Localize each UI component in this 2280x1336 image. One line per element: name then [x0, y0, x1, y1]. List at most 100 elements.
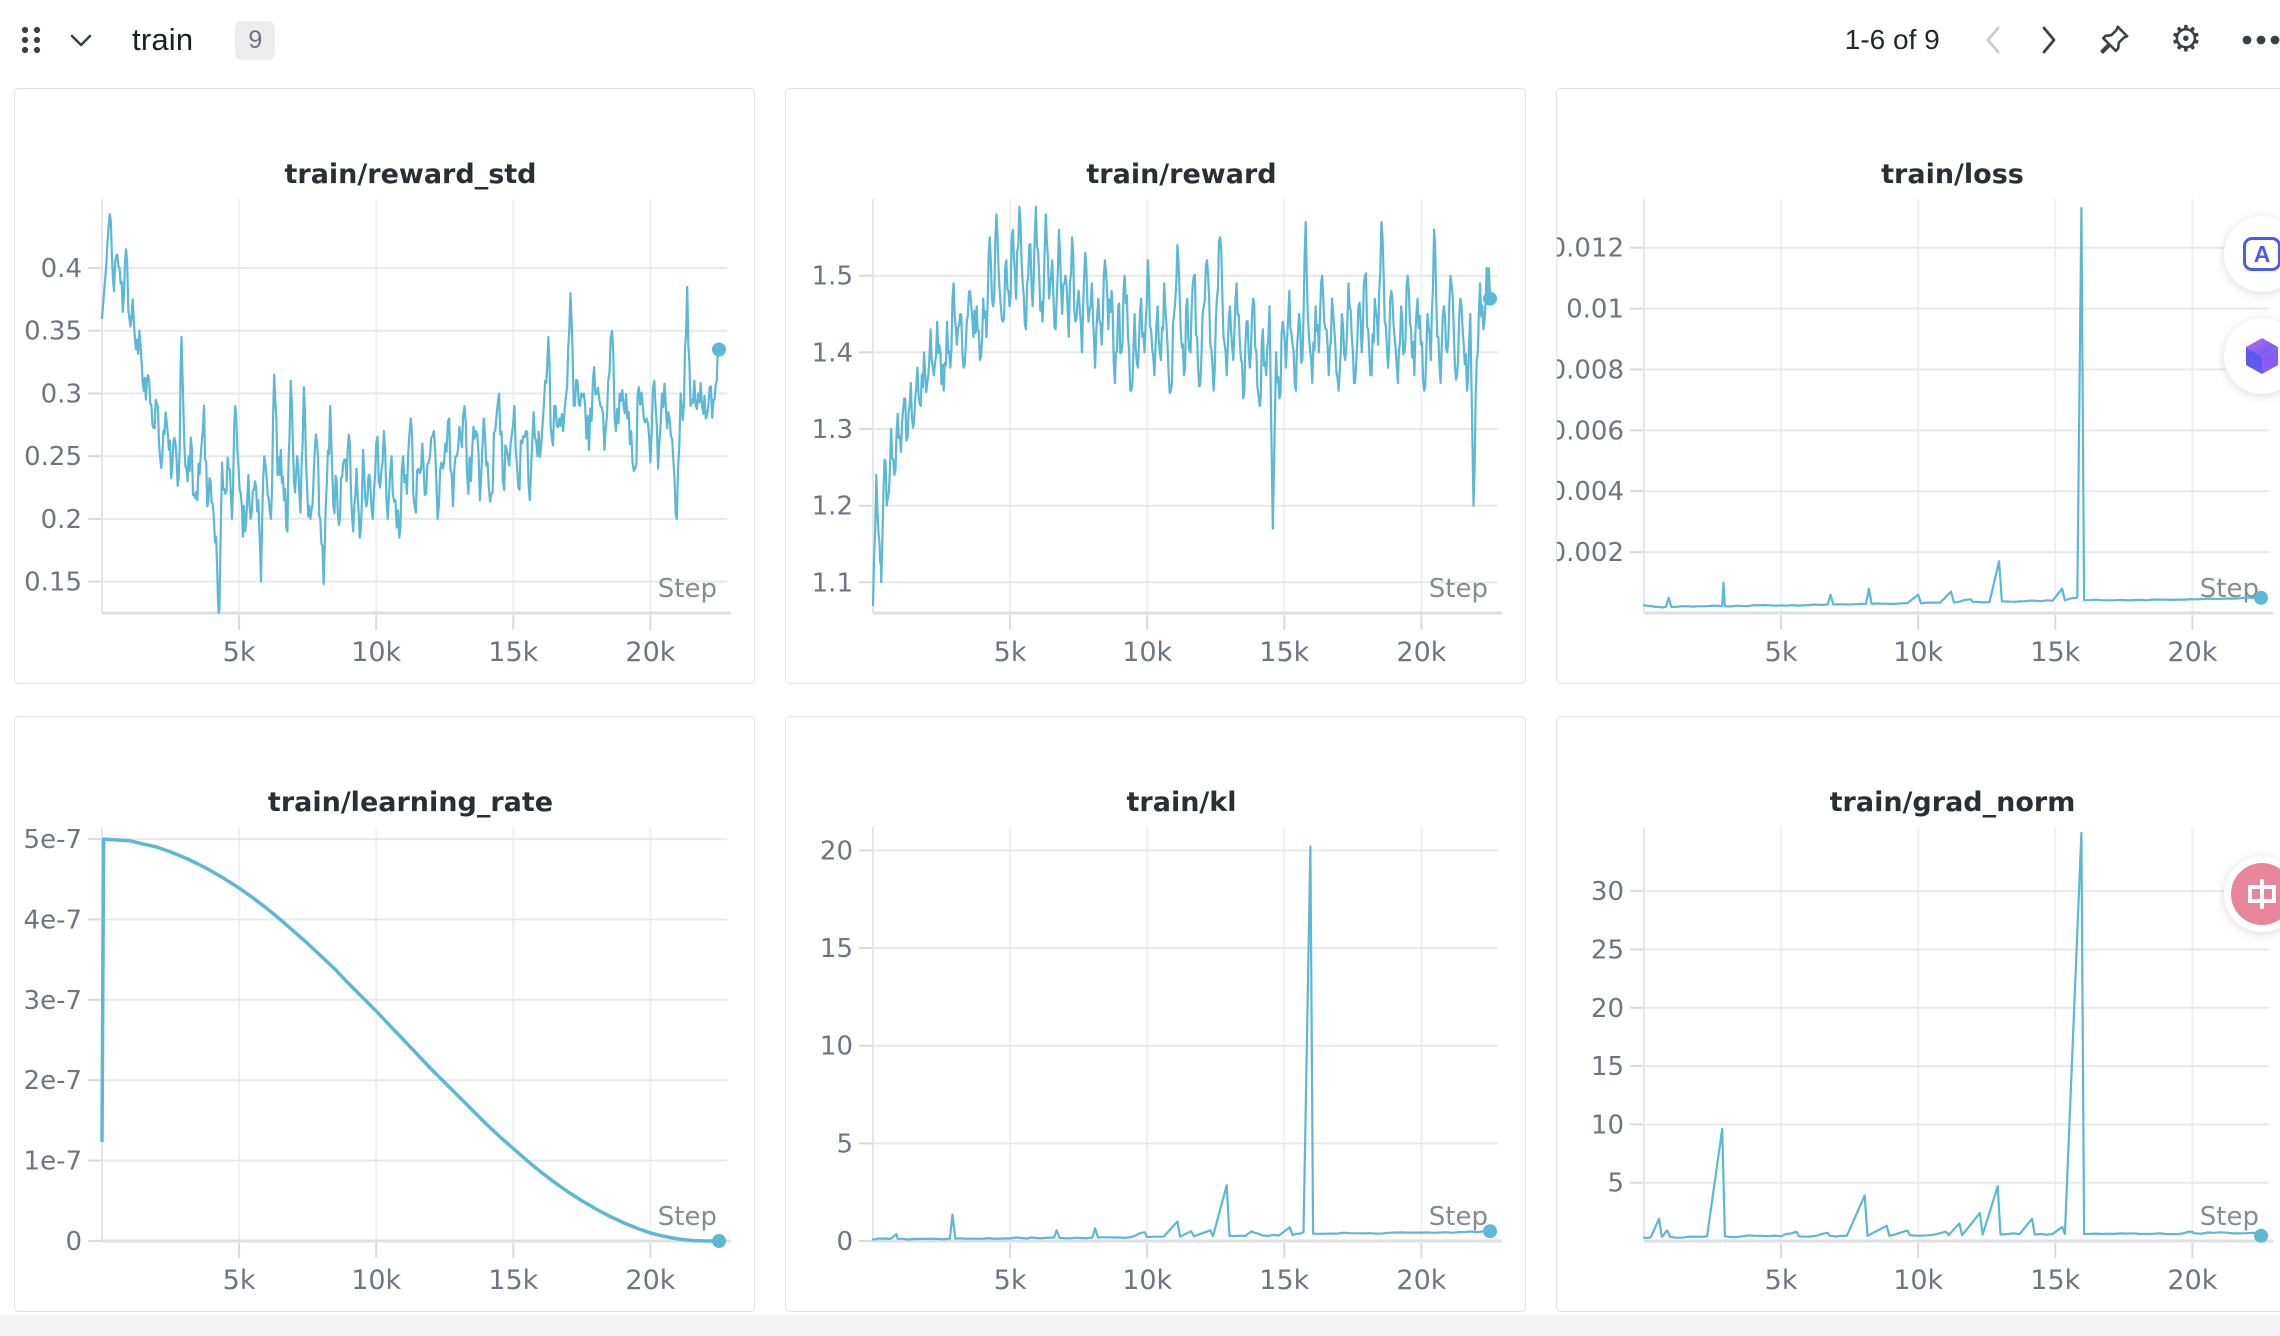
immersive-translate-extension-button[interactable] [2224, 856, 2280, 932]
svg-text:Step: Step [2200, 1202, 2259, 1232]
chart-plot[interactable]: 5k 10k 15k 20k 0 5 10 15 20 Step [786, 717, 1525, 1311]
chart-panel-loss[interactable]: train/loss 5k 10k 15k 20k 0.002 0.004 0.006 0.0… [1556, 88, 2280, 684]
svg-text:20k: 20k [625, 1265, 675, 1296]
svg-text:0: 0 [65, 1227, 82, 1257]
svg-text:0.008: 0.008 [1557, 356, 1624, 386]
svg-text:Step: Step [658, 574, 717, 604]
chart-plot[interactable]: 5k 10k 15k 20k 5 10 15 20 25 30 Step [1557, 717, 2280, 1311]
svg-text:3e-7: 3e-7 [24, 986, 82, 1016]
svg-text:10k: 10k [1122, 1265, 1172, 1296]
svg-text:Step: Step [658, 1202, 717, 1232]
svg-text:1.2: 1.2 [812, 492, 853, 522]
svg-text:25: 25 [1591, 936, 1624, 966]
panel-section-header: train 9 1-6 of 9 ⚙ [0, 0, 2280, 80]
svg-text:20k: 20k [1396, 1265, 1446, 1296]
svg-text:20k: 20k [2167, 1265, 2217, 1296]
chart-title: train/reward_std [284, 159, 537, 190]
svg-text:5e-7: 5e-7 [24, 825, 82, 855]
svg-text:1e-7: 1e-7 [24, 1147, 82, 1177]
prev-page-button[interactable] [1984, 25, 2002, 55]
svg-text:0.35: 0.35 [24, 317, 82, 347]
settings-gear-icon[interactable]: ⚙ [2170, 22, 2202, 58]
chart-title: train/kl [1126, 787, 1237, 818]
svg-text:0.3: 0.3 [41, 380, 82, 410]
svg-text:0.15: 0.15 [24, 568, 82, 598]
svg-text:0.25: 0.25 [24, 442, 82, 472]
chart-plot[interactable]: 5k 10k 15k 20k 0.15 0.2 0.25 0.3 0.35 0.4 Step [15, 89, 754, 683]
page-bottom-strip [0, 1314, 2280, 1336]
panel-grid: train/reward_std 5k 10k 15k 20k 0.15 0.2 0.25 0… [14, 88, 2280, 1312]
svg-text:0: 0 [836, 1227, 853, 1257]
svg-text:1.4: 1.4 [812, 338, 853, 368]
svg-text:15k: 15k [2030, 1265, 2080, 1296]
chart-panel-reward-std[interactable]: train/reward_std 5k 10k 15k 20k 0.15 0.2 0.25 0… [14, 88, 755, 684]
svg-text:20: 20 [820, 836, 853, 866]
chart-panel-kl[interactable]: train/kl 5k 10k 15k 20k 0 5 10 15 20 Step [785, 716, 1526, 1312]
svg-text:20k: 20k [1396, 637, 1446, 668]
immersive-translate-icon [2231, 863, 2280, 925]
svg-text:10k: 10k [1893, 1265, 1943, 1296]
chart-plot[interactable]: 5k 10k 15k 20k 0.002 0.004 0.006 0.008 0.01 0.012… [1557, 89, 2280, 683]
chart-title: train/reward [1086, 159, 1277, 190]
panel-count-badge: 9 [235, 20, 276, 60]
more-options-icon[interactable] [2240, 33, 2280, 47]
sider-cube-icon [2246, 338, 2278, 374]
svg-text:0.012: 0.012 [1557, 234, 1624, 264]
svg-text:15: 15 [820, 934, 853, 964]
svg-text:15k: 15k [2030, 637, 2080, 668]
svg-text:0.002: 0.002 [1557, 538, 1624, 568]
section-title: train [132, 22, 194, 57]
svg-text:20k: 20k [2167, 637, 2217, 668]
svg-text:5k: 5k [994, 1265, 1027, 1296]
svg-text:10k: 10k [1122, 637, 1172, 668]
chart-title: train/grad_norm [1829, 787, 2076, 818]
chart-plot[interactable]: 5k 10k 15k 20k 1.1 1.2 1.3 1.4 1.5 Step [786, 89, 1525, 683]
chart-plot[interactable]: 5k 10k 15k 20k 0 1e-7 2e-7 3e-7 4e-7 5e-7 Step [15, 717, 754, 1311]
svg-text:10k: 10k [1893, 637, 1943, 668]
svg-text:10: 10 [820, 1032, 853, 1062]
svg-text:5k: 5k [1765, 1265, 1798, 1296]
chart-title: train/learning_rate [267, 787, 554, 818]
svg-text:30: 30 [1591, 877, 1624, 907]
svg-text:10k: 10k [351, 637, 401, 668]
svg-text:5k: 5k [223, 1265, 256, 1296]
svg-text:1.1: 1.1 [812, 568, 853, 598]
svg-text:0.4: 0.4 [41, 254, 82, 284]
svg-text:10: 10 [1591, 1110, 1624, 1140]
svg-text:15: 15 [1591, 1052, 1624, 1082]
chart-panel-learning-rate[interactable]: train/learning_rate 5k 10k 15k 20k 0 1e-7 2e-7… [14, 716, 755, 1312]
svg-text:0.004: 0.004 [1557, 477, 1624, 507]
svg-text:0.006: 0.006 [1557, 416, 1624, 446]
svg-text:0.2: 0.2 [41, 505, 82, 535]
svg-text:5k: 5k [1765, 637, 1798, 668]
chart-panel-grad-norm[interactable]: train/grad_norm 5k 10k 15k 20k 5 10 15 20 25 30 St… [1556, 716, 2280, 1312]
next-page-button[interactable] [2040, 25, 2058, 55]
translate-a-icon: A [2243, 237, 2280, 271]
gear-glyph: ⚙ [2169, 19, 2202, 60]
svg-text:5: 5 [836, 1129, 853, 1159]
chart-panel-reward[interactable]: train/reward 5k 10k 15k 20k 1.1 1.2 1.3 1.4 1.5 S… [785, 88, 1526, 684]
pagination-label: 1-6 of 9 [1844, 24, 1940, 55]
svg-text:10k: 10k [351, 1265, 401, 1296]
svg-text:20: 20 [1591, 994, 1624, 1024]
sider-extension-button[interactable] [2224, 318, 2280, 394]
svg-text:1.3: 1.3 [812, 415, 853, 445]
svg-text:15k: 15k [1259, 1265, 1309, 1296]
svg-text:2e-7: 2e-7 [24, 1066, 82, 1096]
svg-text:5k: 5k [994, 637, 1027, 668]
drag-handle-icon[interactable] [18, 25, 44, 55]
translate-extension-button[interactable]: A [2224, 216, 2280, 292]
svg-text:4e-7: 4e-7 [24, 905, 82, 935]
section-collapse-chevron-icon[interactable] [70, 34, 92, 47]
svg-text:Step: Step [1429, 1202, 1488, 1232]
svg-text:5k: 5k [223, 637, 256, 668]
svg-text:5: 5 [1607, 1169, 1624, 1199]
svg-text:15k: 15k [488, 1265, 538, 1296]
pin-icon[interactable] [2096, 22, 2132, 58]
svg-text:15k: 15k [488, 637, 538, 668]
chart-title: train/loss [1881, 159, 2024, 190]
svg-text:1.5: 1.5 [812, 262, 853, 292]
svg-text:0.01: 0.01 [1566, 295, 1624, 325]
svg-text:Step: Step [1429, 574, 1488, 604]
